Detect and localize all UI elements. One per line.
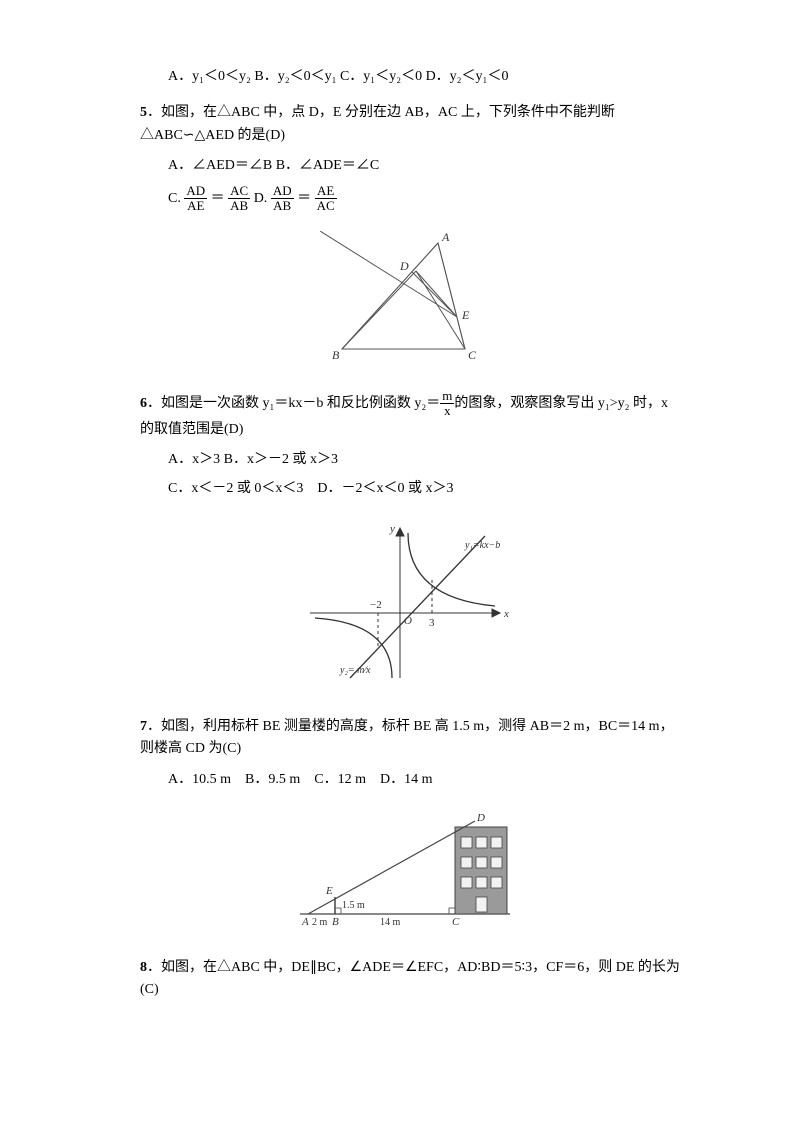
svg-text:B: B bbox=[332, 348, 340, 361]
q4-options: A．y₁＜0＜y₂ B．y₂＜0＜y₁ C．y₁＜y₂＜0 D．y₂＜y₁＜0 bbox=[140, 66, 680, 88]
q5-eq1: ＝ bbox=[211, 191, 225, 206]
q6-option-ab: A．x＞3 B．x＞－2 或 x＞3 bbox=[140, 449, 680, 471]
svg-text:C: C bbox=[452, 916, 460, 928]
q5-d-prefix: D. bbox=[254, 191, 268, 206]
q7-stem: 7．如图，利用标杆 BE 测量楼的高度，标杆 BE 高 1.5 m，测得 AB＝… bbox=[140, 716, 680, 761]
q5-c-prefix: C. bbox=[168, 191, 181, 206]
svg-text:−2: −2 bbox=[370, 599, 382, 611]
svg-text:1.5 m: 1.5 m bbox=[342, 900, 365, 911]
q5-frac3: ADAB bbox=[271, 184, 294, 214]
q5-figure: A B C D E bbox=[140, 231, 680, 361]
q7-diagram-svg: A B C D E 1.5 m 2 m 14 m bbox=[280, 809, 540, 929]
q5-frac1: ADAE bbox=[184, 184, 207, 214]
svg-text:3: 3 bbox=[429, 617, 435, 629]
svg-text:14 m: 14 m bbox=[380, 917, 401, 928]
q5-stem-text: ．如图，在△ABC 中，点 D，E 分别在边 AB，AC 上，下列条件中不能判断… bbox=[140, 105, 615, 142]
svg-text:x: x bbox=[503, 608, 509, 620]
q8-stem: 8．如图，在△ABC 中，DE∥BC，∠ADE＝∠EFC，AD∶BD＝5∶3，C… bbox=[140, 957, 680, 1002]
q5-frac2: ACAB bbox=[228, 184, 250, 214]
svg-text:A: A bbox=[301, 916, 309, 928]
q7-number: 7 bbox=[140, 719, 147, 734]
q8-stem-text: ．如图，在△ABC 中，DE∥BC，∠ADE＝∠EFC，AD∶BD＝5∶3，CF… bbox=[140, 960, 680, 997]
q5-frac4: AEAC bbox=[315, 184, 337, 214]
q8-number: 8 bbox=[140, 960, 147, 975]
svg-text:2 m: 2 m bbox=[312, 917, 328, 928]
svg-text:y₁=kx−b: y₁=kx−b bbox=[464, 540, 500, 551]
svg-text:D: D bbox=[476, 812, 485, 824]
q5-triangle-svg: A B C D E bbox=[320, 231, 500, 361]
svg-text:B: B bbox=[332, 916, 339, 928]
svg-text:y₂= m⁄x: y₂= m⁄x bbox=[339, 665, 371, 676]
q5-stem: 5．如图，在△ABC 中，点 D，E 分别在边 AB，AC 上，下列条件中不能判… bbox=[140, 102, 680, 147]
svg-text:y: y bbox=[389, 523, 395, 535]
q6-option-cd: C．x＜－2 或 0＜x＜3 D．－2＜x＜0 或 x＞3 bbox=[140, 478, 680, 500]
q7-stem-text: ．如图，利用标杆 BE 测量楼的高度，标杆 BE 高 1.5 m，测得 AB＝2… bbox=[140, 719, 674, 756]
q6-stem: 6．如图是一次函数 y₁＝kx－b 和反比例函数 y₂＝mx的图象，观察图象写出… bbox=[140, 389, 680, 441]
q6-number: 6 bbox=[140, 396, 147, 411]
svg-text:E: E bbox=[325, 885, 333, 897]
q5-option-ab: A．∠AED＝∠B B．∠ADE＝∠C bbox=[140, 155, 680, 177]
svg-text:O: O bbox=[404, 615, 412, 627]
q5-number: 5 bbox=[140, 105, 147, 120]
svg-text:D: D bbox=[399, 259, 409, 273]
q6-graph-svg: −2 3 O x y y₁=kx−b y₂= m⁄x bbox=[300, 518, 520, 688]
svg-text:E: E bbox=[461, 308, 470, 322]
q7-options: A．10.5 m B．9.5 m C．12 m D．14 m bbox=[140, 769, 680, 791]
q7-figure: A B C D E 1.5 m 2 m 14 m bbox=[140, 809, 680, 929]
q5-eq2: ＝ bbox=[297, 191, 311, 206]
q6-stem-pre: ．如图是一次函数 y₁＝kx－b 和反比例函数 y₂＝ bbox=[147, 396, 440, 411]
svg-text:C: C bbox=[468, 348, 477, 361]
q6-frac: mx bbox=[440, 389, 454, 419]
q6-figure: −2 3 O x y y₁=kx−b y₂= m⁄x bbox=[140, 518, 680, 688]
q5-option-cd: C. ADAE ＝ ACAB D. ADAB ＝ AEAC bbox=[140, 184, 680, 214]
svg-text:A: A bbox=[441, 231, 450, 244]
